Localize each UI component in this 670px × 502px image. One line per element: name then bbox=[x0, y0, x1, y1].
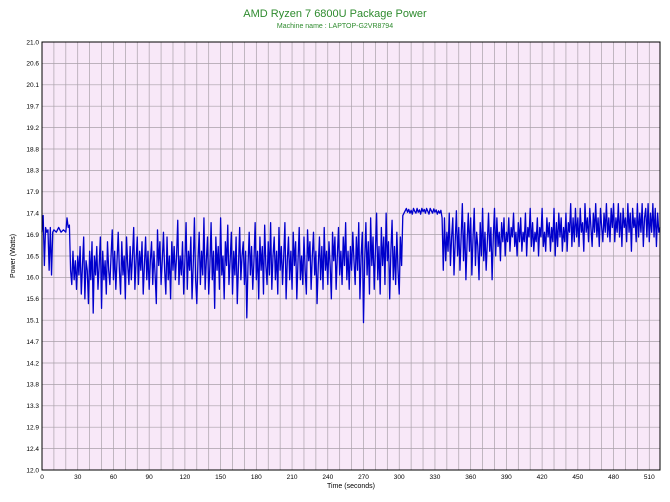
x-tick-label: 450 bbox=[572, 474, 583, 481]
plot-frame bbox=[41, 41, 661, 471]
x-tick-label: 0 bbox=[40, 474, 44, 481]
y-tick-label: 12.0 bbox=[26, 467, 39, 474]
y-tick-label: 20.6 bbox=[26, 61, 39, 68]
x-axis-ticks: 0 30 60 90 120 150 180 210 240 270 300 330 360 390 420… bbox=[40, 474, 655, 481]
x-tick-label: 480 bbox=[608, 474, 619, 481]
x-tick-label: 30 bbox=[74, 474, 82, 481]
chart-title: AMD Ryzen 7 6800U Package Power bbox=[243, 8, 427, 20]
y-tick-label: 14.7 bbox=[26, 339, 39, 346]
x-tick-label: 90 bbox=[146, 474, 154, 481]
y-tick-label: 12.4 bbox=[26, 446, 39, 453]
y-tick-label: 13.3 bbox=[26, 403, 39, 410]
y-tick-label: 21.0 bbox=[26, 39, 39, 46]
x-tick-label: 240 bbox=[322, 474, 333, 481]
x-tick-label: 330 bbox=[430, 474, 441, 481]
x-tick-label: 420 bbox=[537, 474, 548, 481]
y-tick-label: 19.2 bbox=[26, 125, 39, 132]
x-tick-label: 270 bbox=[358, 474, 369, 481]
y-tick-label: 17.4 bbox=[26, 211, 39, 218]
y-tick-label: 18.8 bbox=[26, 146, 39, 153]
y-tick-label: 15.1 bbox=[26, 318, 39, 325]
y-tick-label: 19.7 bbox=[26, 104, 39, 111]
y-tick-label: 16.9 bbox=[26, 232, 39, 239]
x-tick-label: 120 bbox=[179, 474, 190, 481]
y-tick-label: 16.5 bbox=[26, 253, 39, 260]
y-tick-label: 13.8 bbox=[26, 382, 39, 389]
y-tick-label: 17.9 bbox=[26, 189, 39, 196]
y-axis-label: Power (Watts) bbox=[10, 234, 17, 278]
y-tick-label: 14.2 bbox=[26, 360, 39, 367]
y-tick-label: 16.0 bbox=[26, 275, 39, 282]
x-tick-label: 180 bbox=[251, 474, 262, 481]
y-tick-label: 18.3 bbox=[26, 168, 39, 175]
x-tick-label: 210 bbox=[287, 474, 298, 481]
x-tick-label: 360 bbox=[465, 474, 476, 481]
series-line bbox=[41, 203, 661, 324]
y-tick-label: 20.1 bbox=[26, 82, 39, 89]
y-tick-label: 15.6 bbox=[26, 296, 39, 303]
x-axis-label: Time (seconds) bbox=[327, 483, 375, 490]
y-axis-ticks: 12.0 12.4 12.9 13.3 13.8 14.2 14.7 15.1 15.6 16.0… bbox=[26, 39, 39, 474]
y-tick-label: 12.9 bbox=[26, 425, 39, 432]
x-tick-label: 300 bbox=[394, 474, 405, 481]
x-tick-label: 60 bbox=[110, 474, 118, 481]
chart-subtitle: Machine name : LAPTOP-G2VR8794 bbox=[277, 23, 393, 30]
x-tick-label: 510 bbox=[644, 474, 655, 481]
x-tick-label: 150 bbox=[215, 474, 226, 481]
x-tick-label: 390 bbox=[501, 474, 512, 481]
